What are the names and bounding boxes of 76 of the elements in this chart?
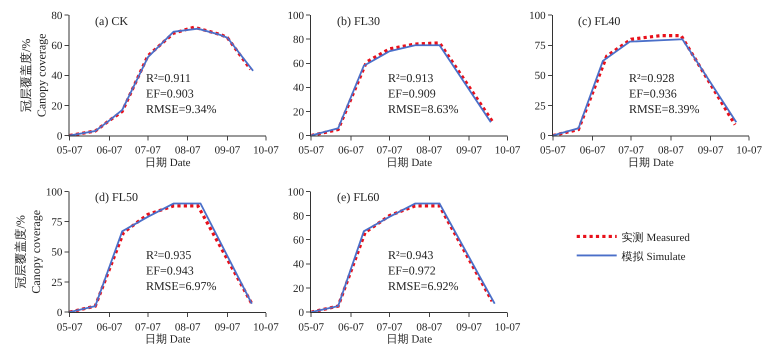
x-tick-label: 09-07 (456, 321, 482, 334)
y-tick-label: 20 (293, 106, 305, 118)
x-tick-label: 07-07 (618, 144, 644, 157)
x-tick-label: 05-07 (56, 321, 83, 334)
x-axis-title: 日期 Date (145, 156, 191, 169)
x-tick-label: 10-07 (253, 144, 280, 157)
x-tick-label: 08-07 (416, 144, 443, 157)
annotation: R²=0.928 EF=0.936 RMSE=8.39% (629, 71, 700, 116)
y-tick-label: 100 (288, 10, 305, 22)
x-tick-label: 05-07 (298, 144, 325, 157)
y-tick-label: 40 (293, 258, 305, 271)
x-tick-label: 10-07 (494, 144, 521, 157)
y-tick-label: 0 (56, 306, 63, 319)
y-tick-label: 80 (51, 10, 63, 22)
x-tick-label: 10-07 (494, 321, 521, 334)
y-axis-title: 冠层覆盖度/% Canopy coverage (14, 210, 44, 294)
y-tick-label: 80 (293, 210, 305, 222)
chart-title: (c) FL40 (578, 14, 620, 28)
y-tick-label: 100 (529, 10, 546, 22)
x-tick-label: 07-07 (376, 144, 403, 157)
x-tick-label: 09-07 (214, 144, 241, 157)
annotation: R²=0.943 EF=0.972 RMSE=6.92% (388, 248, 458, 294)
x-tick-label: 06-07 (338, 321, 364, 334)
y-tick-label: 60 (293, 234, 305, 247)
y-tick-label: 40 (293, 82, 305, 94)
y-axis-title: 冠层覆盖度/% Canopy coverage (19, 34, 49, 118)
y-tick-label: 75 (534, 40, 546, 52)
y-tick-label: 0 (56, 130, 63, 142)
x-axis-title: 日期 Date (628, 156, 674, 169)
x-tick-label: 09-07 (698, 144, 724, 157)
x-tick-label: 07-07 (135, 144, 162, 157)
x-tick-label: 06-07 (96, 321, 123, 334)
y-tick-label: 50 (534, 70, 546, 82)
x-tick-label: 10-07 (253, 321, 280, 334)
legend-label: 模拟 Simulate (622, 250, 686, 263)
x-tick-label: 08-07 (174, 321, 201, 334)
y-tick-label: 0 (298, 130, 305, 142)
y-tick-label: 25 (51, 276, 63, 289)
x-tick-label: 07-07 (135, 321, 162, 334)
x-tick-label: 09-07 (456, 144, 482, 157)
x-tick-label: 06-07 (580, 144, 606, 157)
annotation: R²=0.911 EF=0.903 RMSE=9.34% (146, 71, 216, 116)
y-tick-label: 80 (293, 34, 305, 46)
legend-label: 实测 Measured (622, 230, 690, 244)
x-tick-label: 09-07 (214, 321, 241, 334)
x-tick-label: 05-07 (56, 144, 83, 157)
x-tick-label: 06-07 (338, 144, 364, 157)
x-axis-title: 日期 Date (145, 334, 191, 346)
x-tick-label: 08-07 (174, 144, 201, 157)
y-tick-label: 40 (51, 70, 63, 82)
x-tick-label: 05-07 (540, 144, 566, 157)
y-tick-label: 75 (51, 216, 63, 228)
x-axis-title: 日期 Date (386, 334, 432, 346)
y-tick-label: 50 (51, 246, 63, 259)
chart-title: (d) FL50 (95, 190, 138, 204)
annotation: R²=0.935 EF=0.943 RMSE=6.97% (146, 248, 216, 294)
chart-title: (e) FL60 (337, 190, 380, 204)
x-tick-label: 08-07 (416, 321, 443, 334)
y-tick-label: 0 (540, 130, 546, 142)
chart-title: (a) CK (95, 14, 128, 28)
y-tick-label: 60 (51, 40, 63, 52)
y-tick-label: 20 (293, 282, 305, 295)
y-tick-label: 20 (51, 100, 63, 112)
y-tick-label: 100 (46, 186, 63, 198)
y-tick-label: 25 (534, 100, 546, 112)
x-axis-title: 日期 Date (386, 156, 432, 169)
x-tick-label: 08-07 (658, 144, 684, 157)
chart-title: (b) FL30 (337, 14, 380, 28)
x-tick-label: 07-07 (376, 321, 403, 334)
x-tick-label: 06-07 (96, 144, 123, 157)
y-tick-label: 60 (293, 58, 305, 70)
y-tick-label: 0 (298, 306, 305, 319)
annotation: R²=0.913 EF=0.909 RMSE=8.63% (388, 71, 458, 116)
x-tick-label: 10-07 (736, 144, 762, 157)
y-tick-label: 100 (288, 186, 305, 198)
x-tick-label: 05-07 (298, 321, 325, 334)
